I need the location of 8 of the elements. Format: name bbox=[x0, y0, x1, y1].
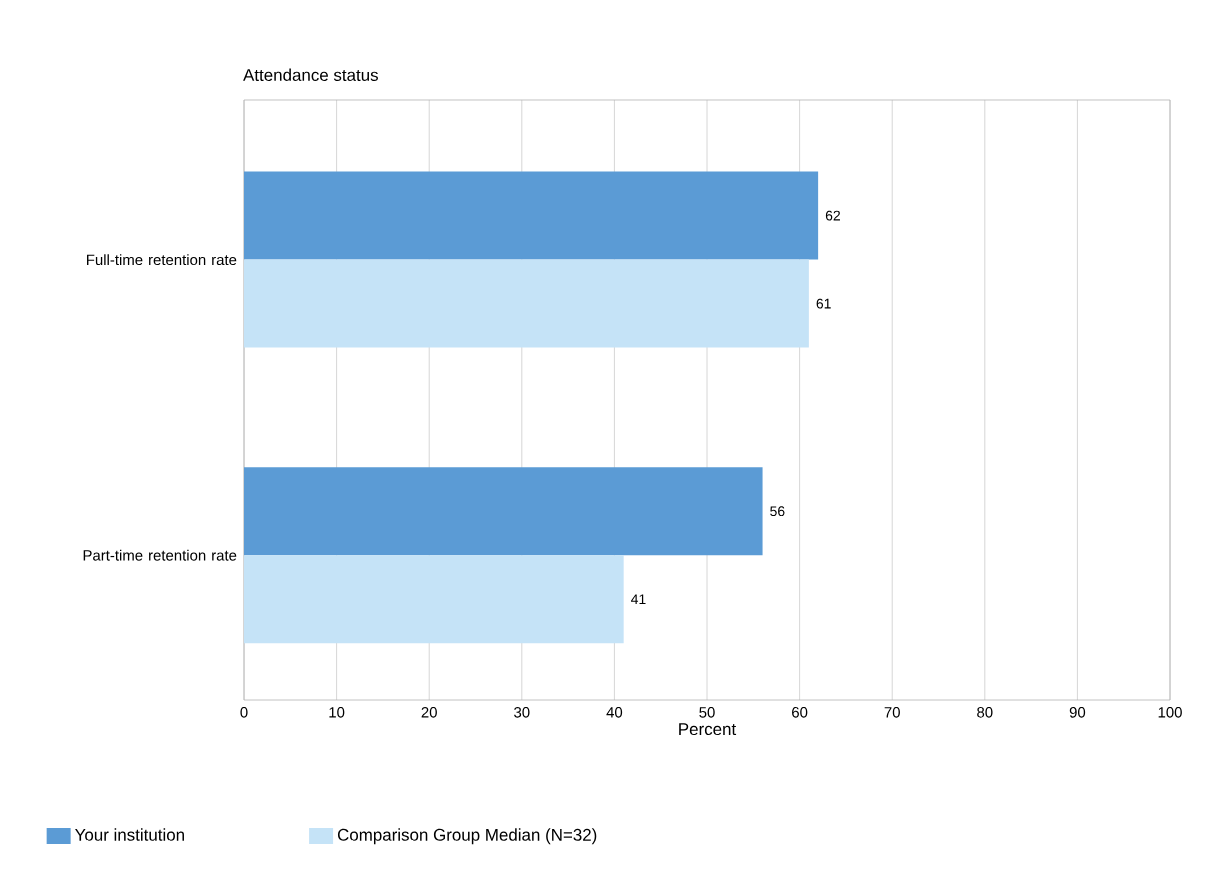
legend-label: Your institution bbox=[75, 828, 184, 841]
bar bbox=[244, 467, 763, 556]
legend-label: Comparison Group Median (N=32) bbox=[337, 828, 597, 845]
bar bbox=[244, 555, 624, 644]
bar bbox=[244, 259, 809, 348]
bar bbox=[244, 171, 819, 260]
chart-title: Attendance status bbox=[243, 68, 378, 81]
x-axis-title: Percent bbox=[679, 723, 737, 736]
